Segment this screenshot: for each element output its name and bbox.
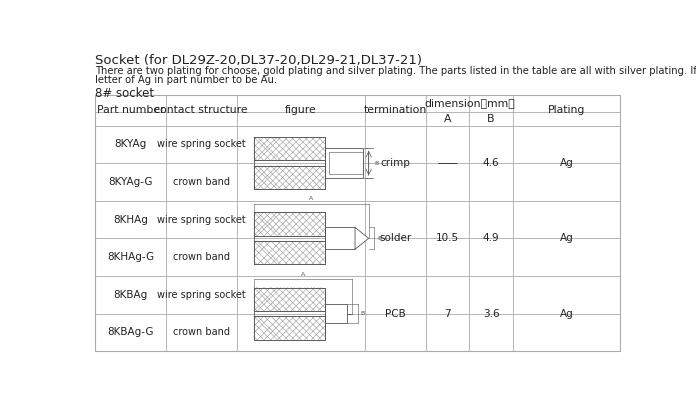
Text: 8KYAg-G: 8KYAg-G (108, 177, 152, 187)
Text: 4.9: 4.9 (483, 233, 500, 243)
Text: crown band: crown band (173, 252, 230, 262)
Text: Ag: Ag (560, 308, 574, 318)
Text: There are two plating for choose, gold plating and silver plating. The parts lis: There are two plating for choose, gold p… (95, 66, 696, 76)
Text: solder: solder (379, 233, 411, 243)
Text: B: B (377, 236, 381, 241)
Text: A: A (309, 197, 313, 201)
Text: 8KBAg: 8KBAg (113, 290, 148, 300)
Bar (254, 288, 325, 311)
Text: B: B (361, 311, 365, 316)
Text: 8KHAg-G: 8KHAg-G (106, 252, 154, 262)
Bar (254, 166, 325, 189)
Bar (254, 213, 325, 236)
Text: B: B (487, 113, 495, 124)
Text: Ag: Ag (560, 233, 574, 243)
Text: 3.6: 3.6 (483, 308, 500, 318)
Text: Part number: Part number (97, 105, 164, 115)
Text: 8KBAg-G: 8KBAg-G (107, 327, 154, 338)
Text: Plating: Plating (548, 105, 585, 115)
Text: figure: figure (285, 105, 317, 115)
Bar (254, 137, 325, 160)
Text: B: B (374, 161, 379, 166)
Text: 4.6: 4.6 (483, 158, 500, 168)
Text: 8# socket: 8# socket (95, 87, 154, 100)
Text: crown band: crown band (173, 327, 230, 338)
Text: wire spring socket: wire spring socket (157, 290, 246, 300)
Text: dimension（mm）: dimension（mm） (424, 98, 515, 108)
Bar (329, 152, 363, 174)
Text: crown band: crown band (173, 177, 230, 187)
Polygon shape (355, 227, 369, 249)
Text: 8KYAg: 8KYAg (114, 139, 146, 149)
Text: A: A (444, 113, 451, 124)
Text: Socket (for DL29Z-20,DL37-20,DL29-21,DL37-21): Socket (for DL29Z-20,DL37-20,DL29-21,DL3… (95, 54, 422, 67)
Text: 8KHAg: 8KHAg (113, 215, 148, 224)
Text: Ag: Ag (560, 158, 574, 168)
Text: A: A (301, 271, 305, 277)
Text: crimp: crimp (381, 158, 411, 168)
Text: contact structure: contact structure (155, 105, 248, 115)
Bar (325, 227, 355, 249)
Text: wire spring socket: wire spring socket (157, 139, 246, 149)
Bar (325, 304, 347, 323)
Bar (95, 95, 620, 351)
Bar (254, 316, 325, 339)
Text: wire spring socket: wire spring socket (157, 215, 246, 224)
Bar (325, 148, 363, 178)
Text: termination: termination (364, 105, 427, 115)
Text: PCB: PCB (385, 308, 406, 318)
Text: ——: —— (437, 158, 458, 168)
Text: letter of Ag in part number to be Au.: letter of Ag in part number to be Au. (95, 76, 277, 86)
Text: 10.5: 10.5 (436, 233, 459, 243)
Bar (254, 241, 325, 264)
Text: 7: 7 (444, 308, 451, 318)
